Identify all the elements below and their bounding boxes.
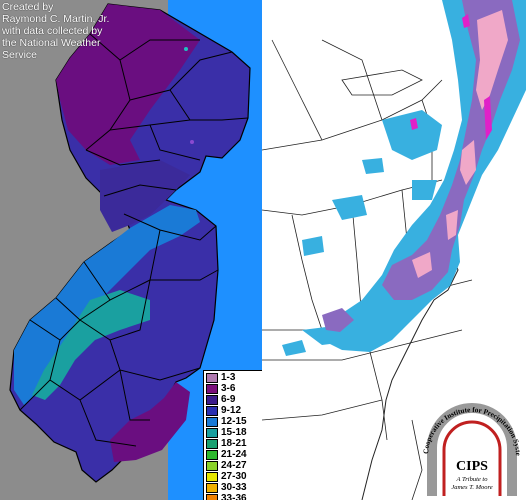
legend-swatch <box>206 493 218 500</box>
regional-snowfall-map: 18128642 Cooperative Institute for Preci… <box>262 0 526 500</box>
cips-logo: Cooperative Institute for Precipitation … <box>417 382 524 498</box>
credit-line: Service <box>2 49 38 61</box>
credit-line: the National Weather <box>2 37 101 49</box>
map-credit: Created by Raymond C. Martin, Jr. with d… <box>2 1 109 61</box>
se-heavy-zone <box>110 382 190 462</box>
nj-legend-row: 9-12 <box>206 405 262 416</box>
nw-heavy-zone <box>56 4 200 165</box>
legend-swatch <box>206 416 218 427</box>
legend-swatch <box>206 460 218 471</box>
county-lines <box>19 33 249 447</box>
legend-label: 27-30 <box>221 471 247 482</box>
legend-label: 3-6 <box>221 383 236 394</box>
legend-label: 21-24 <box>221 449 247 460</box>
snow-south-streak <box>282 315 412 356</box>
nj-legend-row: 24-27 <box>206 460 262 471</box>
legend-label: 30-33 <box>221 482 247 493</box>
legend-swatch <box>206 438 218 449</box>
nj-legend-row: 18-21 <box>206 438 262 449</box>
nj-legend-row: 3-6 <box>206 383 262 394</box>
legend-label: 33-36 <box>221 493 247 500</box>
logo-tribute-1: A Tribute to <box>456 476 489 483</box>
legend-swatch <box>206 394 218 405</box>
central-zone <box>100 160 190 232</box>
nj-legend-row: 12-15 <box>206 416 262 427</box>
reservoir-dot <box>184 47 188 51</box>
legend-label: 18-21 <box>221 438 247 449</box>
legend-label: 15-18 <box>221 427 247 438</box>
legend-label: 1-3 <box>221 372 236 383</box>
credit-line: Raymond C. Martin, Jr. <box>2 13 110 25</box>
nj-legend-row: 21-24 <box>206 449 262 460</box>
snow-west-patches <box>302 110 442 256</box>
legend-swatch <box>206 427 218 438</box>
logo-name: CIPS <box>456 459 488 474</box>
legend-swatch <box>206 471 218 482</box>
credit-line: with data collected by <box>2 25 103 37</box>
nj-legend: 1-3 3-6 6-9 9-12 12-15 15-18 18-21 21-24 24-27 27… <box>203 370 262 500</box>
legend-label: 6-9 <box>221 394 236 405</box>
snow-pink-zones <box>412 10 508 278</box>
nj-map-svg <box>0 0 262 500</box>
nj-snowfall-map: Created by Raymond C. Martin, Jr. with d… <box>0 0 262 500</box>
purple-dot <box>190 140 194 144</box>
teal-inner <box>32 290 150 400</box>
legend-swatch <box>206 383 218 394</box>
great-lake <box>341 69 423 96</box>
legend-swatch <box>206 449 218 460</box>
logo-tribute-2: James T. Moore <box>451 484 492 491</box>
nj-legend-row: 30-33 <box>206 482 262 493</box>
nj-legend-row: 15-18 <box>206 427 262 438</box>
legend-label: 12-15 <box>221 416 247 427</box>
legend-swatch <box>206 482 218 493</box>
credit-line: Created by <box>2 1 54 13</box>
nj-legend-row: 27-30 <box>206 471 262 482</box>
nj-legend-row: 6-9 <box>206 394 262 405</box>
legend-swatch <box>206 372 218 383</box>
legend-label: 24-27 <box>221 460 247 471</box>
cips-logo-mark: Cooperative Institute for Precipitation … <box>417 382 522 496</box>
snow-purple-patch <box>322 308 354 332</box>
nj-legend-row: 1-3 <box>206 372 262 383</box>
nj-legend-row: 33-36 <box>206 493 262 500</box>
pennsylvania-land <box>0 230 60 330</box>
legend-label: 9-12 <box>221 405 242 416</box>
regional-map-svg <box>262 0 526 500</box>
legend-swatch <box>206 405 218 416</box>
